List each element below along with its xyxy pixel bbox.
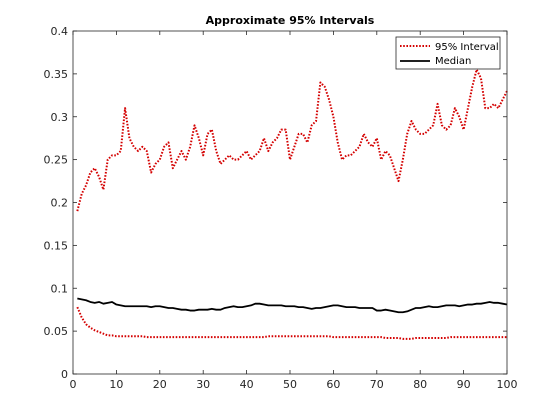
- chart-title: Approximate 95% Intervals: [206, 14, 375, 27]
- y-tick-label: 0.25: [44, 154, 69, 167]
- y-tick-label: 0.15: [44, 239, 69, 252]
- y-tick-label: 0.35: [44, 68, 69, 81]
- legend-label-interval: 95% Interval: [435, 42, 499, 53]
- legend-box: [395, 36, 501, 70]
- x-tick-label: 50: [283, 378, 297, 391]
- series-layer: [76, 68, 508, 340]
- y-tick-label: 0.2: [51, 197, 69, 210]
- series-line-upper: [76, 68, 508, 212]
- y-tick-label: 0.05: [44, 325, 69, 338]
- x-tick-label: 90: [457, 378, 471, 391]
- y-tick-label: 0.1: [51, 282, 69, 295]
- series-line-median: [77, 297, 508, 314]
- y-tick-label: 0.4: [51, 25, 69, 38]
- series-line-lower: [76, 306, 507, 340]
- x-tick-label: 70: [370, 378, 384, 391]
- ticks-layer: 0 10 20 30 40 50 60 70 80 90 100 0 0.05 0.1 0.15 0.2 0.2…: [44, 25, 518, 391]
- x-tick-label: 10: [109, 378, 123, 391]
- x-tick-label: 80: [413, 378, 427, 391]
- legend-label-median: Median: [435, 56, 471, 67]
- x-tick-label: 20: [153, 378, 167, 391]
- x-tick-label: 0: [70, 378, 77, 391]
- x-tick-label: 40: [240, 378, 254, 391]
- x-tick-label: 100: [497, 378, 518, 391]
- plot-area: [73, 31, 507, 374]
- y-tick-label: 0: [61, 368, 68, 381]
- x-tick-label: 30: [196, 378, 210, 391]
- y-tick-label: 0.3: [51, 111, 69, 124]
- x-tick-label: 60: [326, 378, 340, 391]
- legend: 95% Interval Median: [395, 36, 501, 70]
